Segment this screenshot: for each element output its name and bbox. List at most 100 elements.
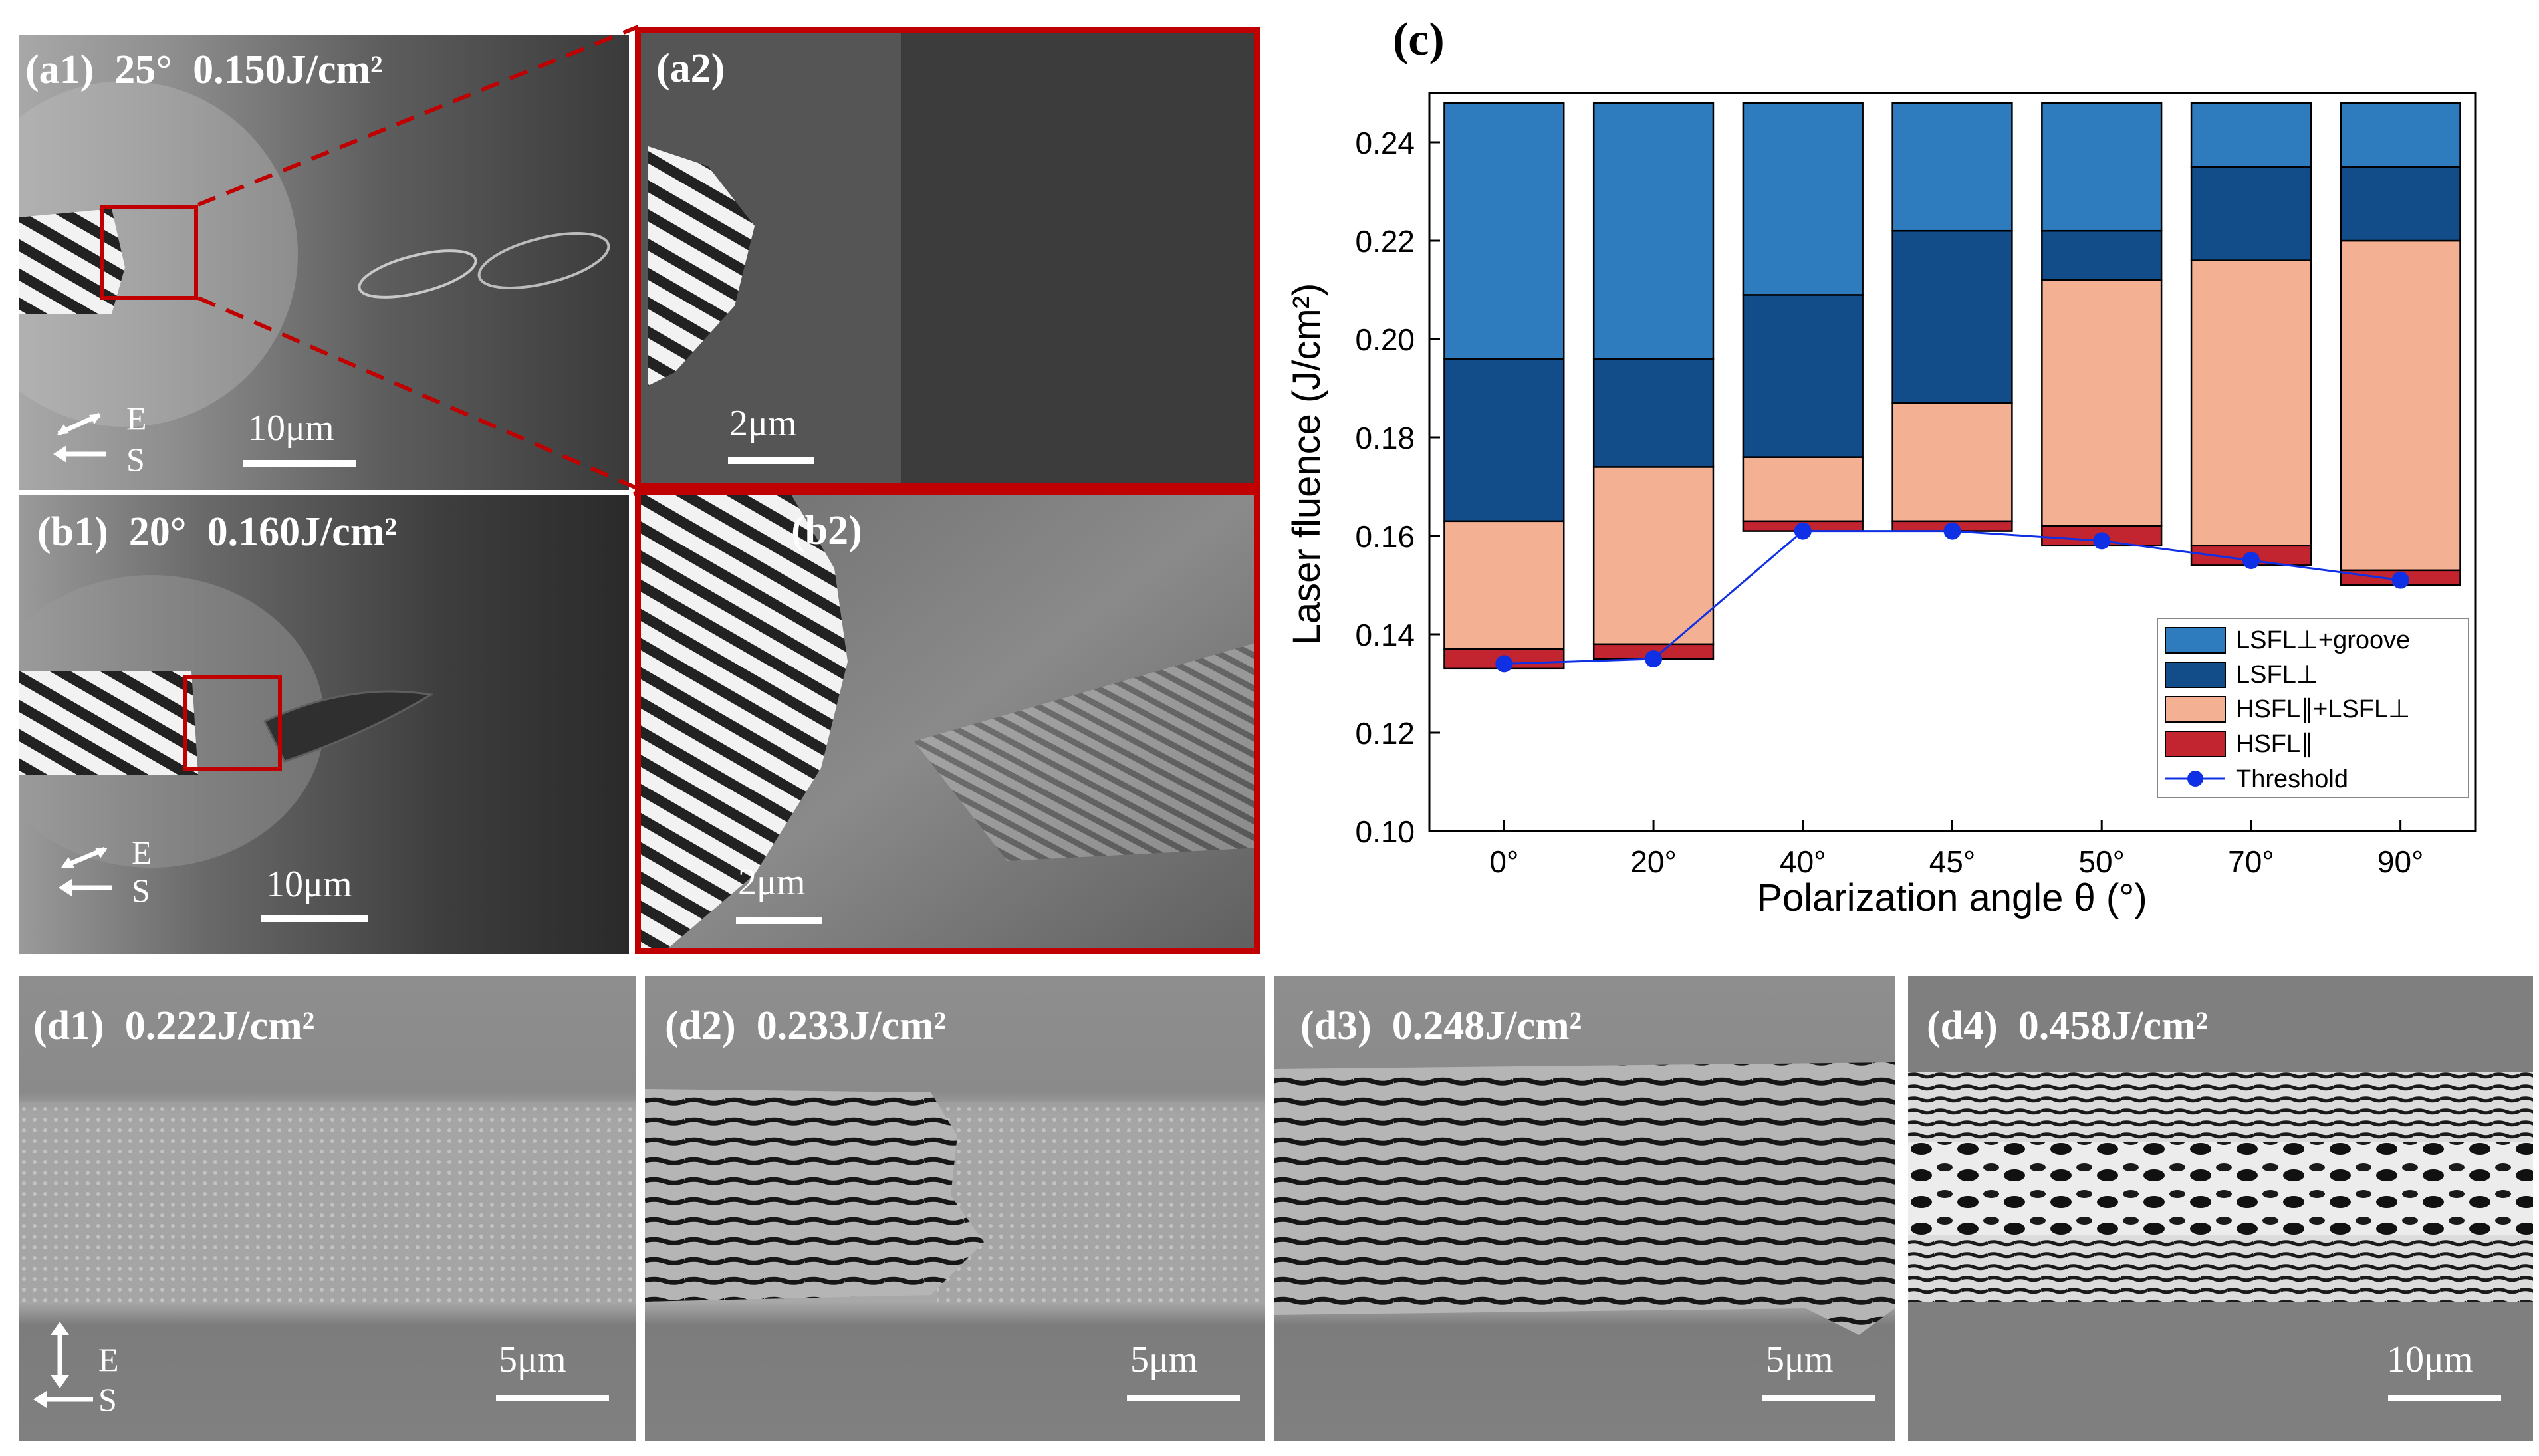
scan-label: S: [126, 441, 145, 478]
sem-panel-d3: (d3) 0.248J/cm² 5μm: [1274, 976, 1895, 1441]
sem-image-d2: [645, 976, 1265, 1441]
scan-label: S: [132, 872, 150, 909]
bar-segment: [1742, 102, 1864, 296]
sem-image-d1: [19, 976, 636, 1441]
bar-segment: [2190, 166, 2312, 261]
x-tick-label: 40°: [1780, 844, 1826, 879]
bar-segment: [1742, 456, 1864, 523]
bar-segment: [1891, 402, 2013, 523]
scale-bar-b2: [736, 917, 822, 924]
scale-text-d4: 10μm: [2387, 1339, 2473, 1380]
x-tick-label: 70°: [2228, 844, 2274, 879]
x-tick-label: 0°: [1489, 844, 1518, 879]
e-field-label: E: [126, 400, 147, 437]
panel-label-b2: (b2): [791, 508, 862, 553]
panel-label-d1: (d1) 0.222J/cm²: [33, 1003, 315, 1048]
y-tick-label: 0.20: [1355, 322, 1415, 357]
scale-bar-a1: [243, 460, 356, 467]
bar-segment: [1443, 520, 1565, 650]
threshold-point: [1495, 655, 1513, 673]
bar-segment: [1891, 102, 2013, 232]
scan-arrow-icon: [59, 878, 112, 898]
scan-label: S: [98, 1381, 117, 1418]
zoom-box-a1: [100, 205, 198, 300]
scale-text-b1: 10μm: [266, 864, 352, 905]
panel-label-d2: (d2) 0.233J/cm²: [665, 1003, 947, 1048]
y-tick-label: 0.22: [1355, 224, 1415, 259]
bar-segment: [2340, 239, 2461, 572]
scale-text-a2: 2μm: [729, 403, 797, 444]
panel-label-a2: (a2): [656, 46, 725, 91]
scale-text-d1: 5μm: [499, 1339, 566, 1380]
bar-segment: [2340, 166, 2461, 242]
y-axis-label: Laser fluence (J/cm²): [1285, 283, 1328, 646]
bar-segment: [2190, 102, 2312, 168]
legend-swatch: [2165, 731, 2226, 757]
panel-label-d4: (d4) 0.458J/cm²: [1927, 1003, 2209, 1048]
zoom-box-b1: [183, 675, 282, 771]
threshold-point: [1943, 522, 1961, 540]
chart-panel-label: (c): [1393, 14, 1445, 65]
scale-bar-b1: [261, 915, 368, 922]
scale-text-a1: 10μm: [248, 408, 334, 449]
scale-text-d3: 5μm: [1766, 1339, 1834, 1380]
y-tick-label: 0.24: [1355, 126, 1415, 160]
zoom-frame-a2: [635, 27, 1260, 489]
panel-label-a1: (a1) 25° 0.150J/cm²: [25, 47, 383, 92]
zoom-frame-b2: [635, 489, 1260, 954]
sem-image-b1: [19, 495, 629, 954]
bar-segment: [1592, 102, 1715, 360]
bar-segment: [1891, 229, 2013, 404]
threshold-point: [2093, 532, 2111, 550]
scale-bar-d4: [2388, 1395, 2501, 1401]
sem-panel-b2: (b2) 2μm: [635, 489, 1260, 954]
threshold-point: [2242, 552, 2260, 569]
scale-bar-d1: [496, 1395, 609, 1401]
bar-segment: [1592, 358, 1715, 468]
sem-image-b2: [635, 489, 1260, 954]
legend-label: LSFL⊥: [2236, 661, 2318, 689]
bar-segment: [1742, 294, 1864, 458]
x-tick-label: 90°: [2377, 844, 2424, 879]
y-tick-label: 0.10: [1355, 814, 1415, 849]
bar-segment: [2041, 102, 2163, 232]
bar-segment: [2190, 259, 2312, 547]
polarization-arrow-icon: [47, 1322, 73, 1388]
bar-segment: [2041, 229, 2163, 281]
legend-label: LSFL⊥+groove: [2236, 626, 2410, 654]
legend-label: HSFL∥: [2236, 730, 2313, 758]
x-tick-label: 20°: [1630, 844, 1677, 879]
scan-arrow-icon: [53, 444, 106, 464]
sem-panel-a1: (a1) 25° 0.150J/cm² E S 10μm: [19, 35, 629, 490]
bar-segment: [1592, 466, 1715, 646]
threshold-point: [1645, 650, 1663, 667]
x-tick-label: 45°: [1929, 844, 1976, 879]
sem-panel-d2: (d2) 0.233J/cm² 5μm: [645, 976, 1265, 1441]
panel-label-d3: (d3) 0.248J/cm²: [1300, 1003, 1582, 1048]
sem-image-d4: [1908, 976, 2533, 1441]
y-tick-label: 0.18: [1355, 421, 1415, 455]
bar-segment: [2041, 279, 2163, 527]
polarization-arrow-icon: [59, 841, 112, 874]
x-tick-label: 50°: [2078, 844, 2125, 879]
legend-swatch: [2165, 627, 2226, 654]
sem-panel-d4: (d4) 0.458J/cm² 10μm: [1908, 976, 2533, 1441]
y-tick-label: 0.16: [1355, 519, 1415, 554]
e-field-label: E: [98, 1341, 119, 1378]
scale-text-b2: 2μm: [738, 862, 806, 903]
sem-panel-a2: (a2) 2μm: [635, 27, 1260, 489]
x-axis-label: Polarization angle θ (°): [1756, 876, 2147, 919]
scale-bar-d3: [1762, 1395, 1875, 1401]
e-field-label: E: [132, 834, 152, 871]
sem-panel-d1: (d1) 0.222J/cm² E S 5μm: [19, 976, 636, 1441]
sem-image-d3: [1274, 976, 1895, 1441]
legend-label: HSFL∥+LSFL⊥: [2236, 695, 2410, 723]
threshold-point: [2391, 571, 2409, 589]
scan-arrow-icon: [33, 1390, 93, 1409]
legend-swatch: [2165, 696, 2226, 723]
bar-segment: [1443, 102, 1565, 360]
sem-panel-b1: (b1) 20° 0.160J/cm² E S 10μm: [19, 495, 629, 954]
legend-label: Threshold: [2236, 765, 2348, 793]
legend-threshold-marker: [2187, 771, 2203, 787]
bar-segment: [2340, 102, 2461, 168]
